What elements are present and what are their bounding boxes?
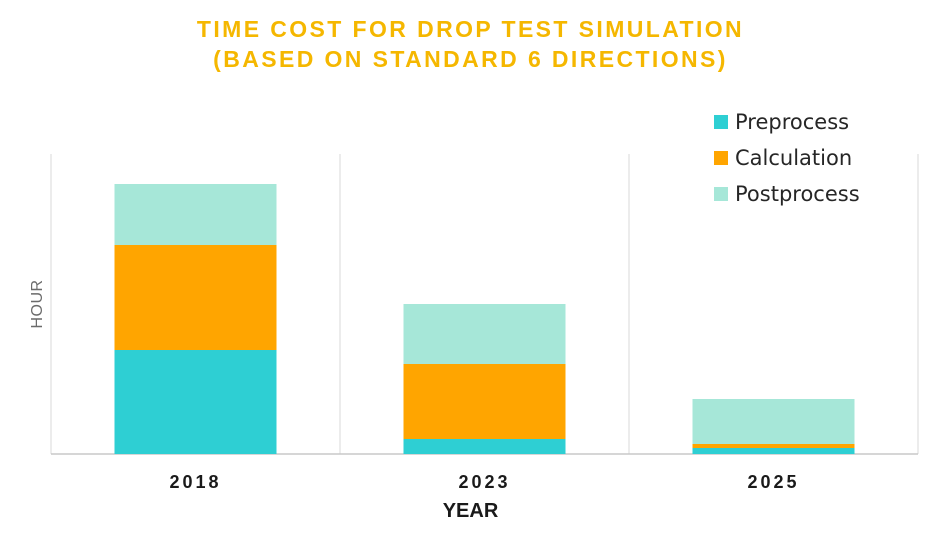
legend-label-postprocess: Postprocess: [735, 182, 860, 206]
bar-postprocess-2023: [403, 304, 566, 364]
legend-swatch-postprocess: [714, 187, 728, 201]
x-tick-label-2018: 2018: [169, 472, 221, 492]
bar-preprocess-2025: [692, 448, 855, 454]
bar-preprocess-2018: [114, 350, 277, 454]
bar-calculation-2023: [403, 364, 566, 439]
bar-preprocess-2023: [403, 439, 566, 454]
legend-swatch-preprocess: [714, 115, 728, 129]
x-tick-label-2025: 2025: [747, 472, 799, 492]
legend-label-calculation: Calculation: [735, 146, 853, 170]
legend-label-preprocess: Preprocess: [735, 110, 850, 134]
bar-calculation-2025: [692, 444, 855, 448]
chart-title: TIME COST FOR DROP TEST SIMULATION (BASE…: [0, 14, 941, 74]
bar-postprocess-2018: [114, 184, 277, 245]
chart-title-line-2: (BASED ON STANDARD 6 DIRECTIONS): [213, 46, 728, 72]
legend-item-postprocess: Postprocess: [714, 176, 860, 212]
bar-postprocess-2025: [692, 399, 855, 444]
chart-legend: Preprocess Calculation Postprocess: [714, 104, 860, 212]
x-axis-label: YEAR: [442, 500, 499, 522]
bar-calculation-2018: [114, 245, 277, 350]
chart-title-line-1: TIME COST FOR DROP TEST SIMULATION: [196, 16, 745, 42]
legend-swatch-calculation: [714, 151, 728, 165]
y-axis-label: HOUR: [29, 279, 46, 329]
legend-item-calculation: Calculation: [714, 140, 860, 176]
x-tick-label-2023: 2023: [458, 472, 510, 492]
legend-item-preprocess: Preprocess: [714, 104, 860, 140]
